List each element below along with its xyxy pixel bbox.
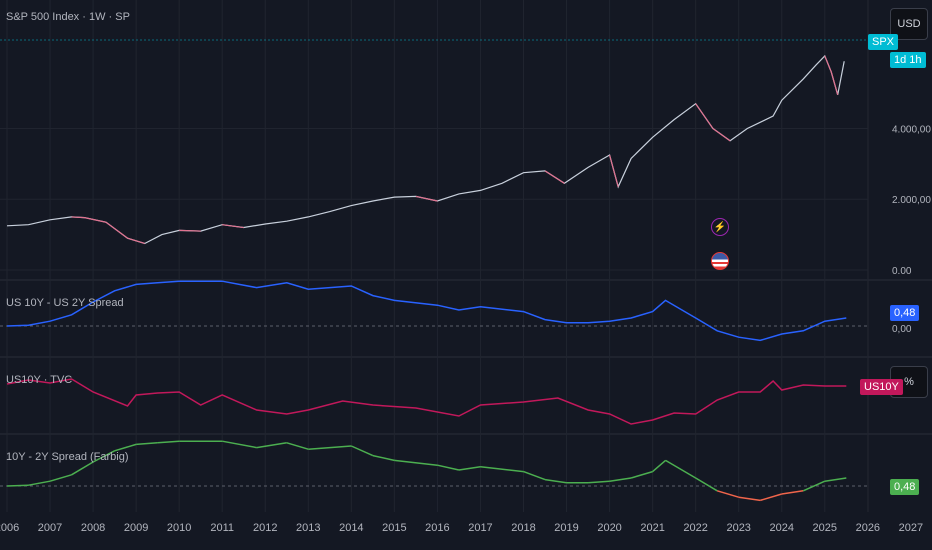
spx-down-segment	[105, 221, 128, 239]
spread-colored-segment	[716, 490, 739, 498]
spread-colored-segment	[351, 445, 374, 457]
spread-colored-segment	[760, 493, 782, 502]
spread-colored-segment	[781, 490, 804, 495]
spread-colored-segment	[49, 474, 72, 482]
x-tick-label: 2017	[468, 522, 492, 534]
spread-colored-segment	[523, 470, 546, 481]
spx-interval-tag: 1d 1h	[890, 52, 926, 68]
x-tick-label: 2026	[856, 522, 880, 534]
us10y-series-line	[6, 378, 847, 425]
x-tick-label: 2010	[167, 522, 191, 534]
x-tick-label: 2014	[339, 522, 363, 534]
x-tick-label: 2025	[813, 522, 837, 534]
x-tick-label: 2015	[382, 522, 406, 534]
x-tick-label: 2018	[511, 522, 535, 534]
spread-colored-segment	[665, 459, 697, 479]
x-tick-label: 2022	[683, 522, 707, 534]
x-tick-label: 2013	[296, 522, 320, 534]
us10y-pane-title: US10Y · TVC	[6, 374, 73, 386]
spread-colored-segment	[609, 477, 632, 482]
x-tick-label: 2027	[899, 522, 923, 534]
spread-colored-segment	[372, 454, 395, 462]
x-tick-label: 2011	[210, 522, 234, 534]
spx-down-segment	[71, 216, 85, 219]
spread-colored-segment	[544, 478, 567, 484]
spread-colored-pane-title: 10Y - 2Y Spread (Farbig)	[6, 451, 129, 463]
spx-down-segment	[222, 224, 244, 229]
spread-colored-segment	[6, 484, 29, 487]
spx-series-line	[6, 54, 845, 245]
spread-colored-segment	[824, 477, 847, 482]
spread-last-value-badge: 0,48	[890, 305, 920, 321]
spx-down-segment	[695, 103, 714, 129]
spread-colored-segment	[695, 477, 718, 492]
x-tick-label: 2006	[0, 522, 19, 534]
spread-colored-segment	[136, 442, 158, 446]
spread-colored-last-value-badge: 0,48	[890, 479, 920, 495]
spread-colored-segment	[256, 442, 287, 449]
chart-title: S&P 500 Index · 1W · SP	[6, 11, 130, 23]
spread-colored-segment	[157, 440, 180, 444]
spread-pane-title: US 10Y - US 2Y Spread	[6, 297, 124, 309]
spx-price-label: 2.000,00	[892, 195, 931, 206]
x-tick-label: 2019	[554, 522, 578, 534]
spread-colored-segment	[114, 443, 137, 452]
spx-price-label: 0.00	[892, 266, 912, 277]
x-tick-label: 2023	[726, 522, 750, 534]
lightning-icon[interactable]: ⚡	[711, 218, 729, 236]
spx-down-segment	[830, 71, 839, 96]
spread-colored-segment	[286, 442, 309, 450]
spread-colored-segment	[437, 464, 460, 471]
x-tick-label: 2020	[597, 522, 621, 534]
spx-down-segment	[84, 217, 107, 223]
spx-down-segment	[179, 229, 201, 232]
x-tick-label: 2012	[253, 522, 277, 534]
us10y-tag: US10Y	[860, 379, 903, 395]
spread-colored-segment	[630, 470, 653, 479]
spx-price-label: 4.000,00	[892, 124, 931, 135]
spread-colored-segment	[480, 466, 524, 473]
spread-zero-label: 0,00	[892, 324, 912, 335]
spread-colored-segment	[71, 461, 94, 476]
spx-symbol-tag: SPX	[868, 34, 899, 50]
us-flag-icon[interactable]	[711, 252, 729, 270]
spx-down-segment	[544, 170, 565, 184]
spx-down-segment	[415, 195, 438, 202]
spread-colored-segment	[394, 459, 438, 466]
spread-colored-segment	[28, 480, 51, 486]
spread-colored-segment	[588, 480, 610, 484]
spread-colored-segment	[458, 466, 481, 471]
spx-down-segment	[127, 237, 145, 245]
spread-colored-segment	[308, 445, 352, 450]
currency-button[interactable]: USD	[890, 8, 928, 40]
spread-series-line	[6, 280, 847, 342]
x-tick-label: 2016	[425, 522, 449, 534]
spread-colored-segment	[652, 459, 667, 473]
spread-colored-segment	[738, 496, 761, 502]
x-tick-label: 2009	[124, 522, 148, 534]
x-tick-label: 2007	[38, 522, 62, 534]
spx-down-segment	[712, 127, 731, 142]
x-tick-label: 2024	[770, 522, 794, 534]
spx-down-segment	[609, 154, 619, 188]
x-tick-label: 2021	[640, 522, 664, 534]
spread-colored-segment	[222, 440, 257, 449]
spread-colored-segment	[92, 450, 115, 463]
x-tick-label: 2008	[81, 522, 105, 534]
spx-down-segment	[824, 55, 832, 73]
spread-colored-segment	[802, 480, 826, 492]
